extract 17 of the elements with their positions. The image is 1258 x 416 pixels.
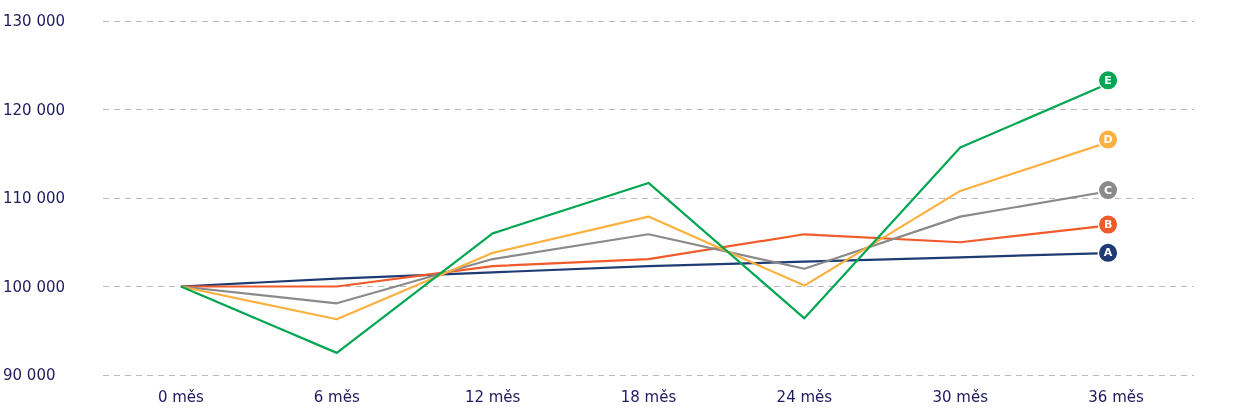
x-tick-label: 12 měs <box>464 387 521 406</box>
series-label: C <box>1104 183 1113 197</box>
x-tick-label: 36 měs <box>1088 387 1145 406</box>
series-label: B <box>1103 218 1113 232</box>
y-tick-label: 110 000 <box>3 189 66 207</box>
x-tick-label: 6 měs <box>313 387 360 406</box>
x-tick-label: 18 měs <box>620 387 677 406</box>
x-tick-label: 24 měs <box>776 387 833 406</box>
series-label: D <box>1103 133 1113 147</box>
series-label: E <box>1104 73 1112 87</box>
y-tick-label: 100 000 <box>3 277 66 296</box>
x-tick-label: 0 měs <box>157 387 205 406</box>
y-tick-label: 120 000 <box>3 100 66 119</box>
x-tick-label: 30 měs <box>932 387 989 406</box>
series-label: A <box>1103 246 1113 260</box>
y-tick-label: 130 000 <box>3 12 66 30</box>
y-tick-label: 90 000 <box>3 366 56 384</box>
